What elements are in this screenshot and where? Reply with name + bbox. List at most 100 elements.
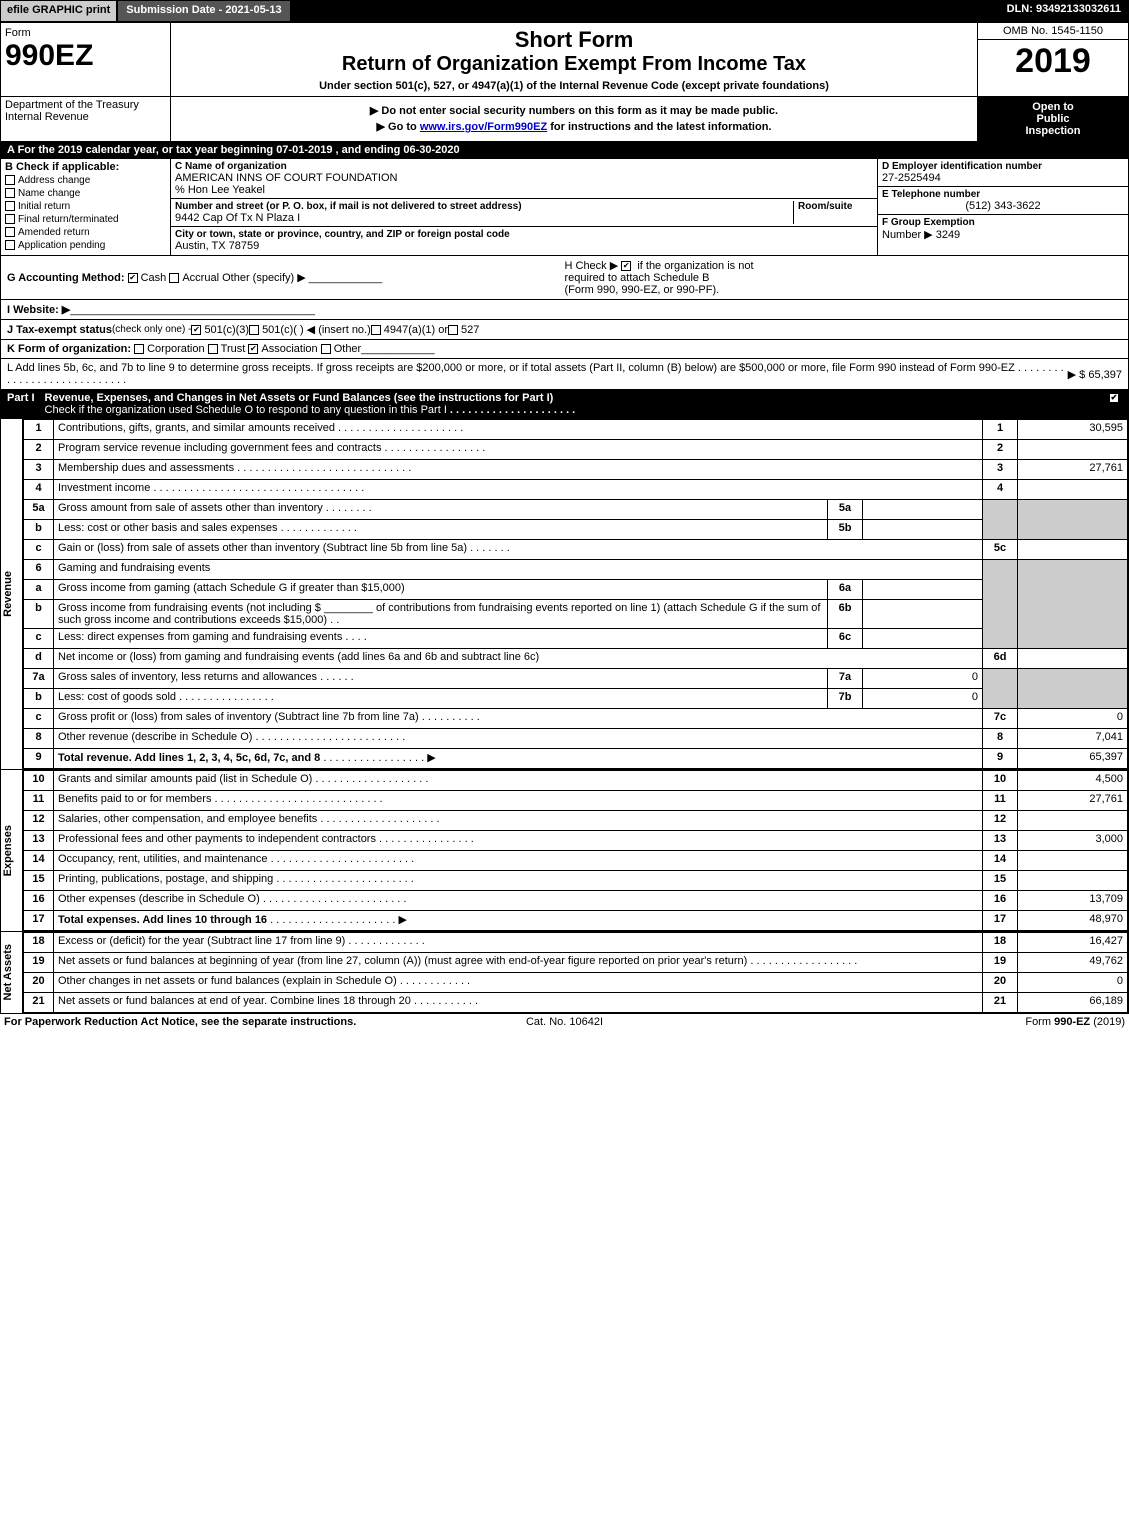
form-header: Form 990EZ Short Form Return of Organiza… — [1, 23, 1128, 97]
tel-value: (512) 343-3622 — [882, 200, 1124, 212]
net-assets-vlabel: Net Assets — [2, 944, 22, 1000]
net-assets-table: 18Excess or (deficit) for the year (Subt… — [23, 932, 1128, 1013]
checkbox-schedule-o[interactable]: ✔ — [1109, 393, 1119, 403]
net-assets-section: Net Assets 18Excess or (deficit) for the… — [1, 932, 1128, 1013]
checkbox-name[interactable] — [5, 188, 15, 198]
ein-label: D Employer identification number — [882, 161, 1124, 172]
revenue-vlabel: Revenue — [2, 571, 22, 617]
line-5a: 5aGross amount from sale of assets other… — [24, 500, 1128, 520]
line-19: 19Net assets or fund balances at beginni… — [24, 953, 1128, 973]
form-frame: Form 990EZ Short Form Return of Organiza… — [0, 22, 1129, 1014]
line-14: 14Occupancy, rent, utilities, and mainte… — [24, 851, 1128, 871]
irs-label: Internal Revenue — [5, 111, 166, 123]
line-3: 3Membership dues and assessments . . . .… — [24, 460, 1128, 480]
line-17: 17Total expenses. Add lines 10 through 1… — [24, 911, 1128, 931]
checkbox-final[interactable] — [5, 214, 15, 224]
section-b: B Check if applicable: Address change Na… — [1, 159, 171, 255]
part-1-header: Part I Revenue, Expenses, and Changes in… — [1, 390, 1128, 419]
footer-center: Cat. No. 10642I — [378, 1016, 752, 1028]
checkbox-accrual[interactable] — [169, 273, 179, 283]
line-7a: 7aGross sales of inventory, less returns… — [24, 669, 1128, 689]
line-i: I Website: ▶ ___________________________… — [1, 300, 1128, 320]
line-10: 10Grants and similar amounts paid (list … — [24, 771, 1128, 791]
checkbox-501c3[interactable]: ✔ — [191, 325, 201, 335]
checkbox-amended[interactable] — [5, 227, 15, 237]
return-title: Return of Organization Exempt From Incom… — [181, 53, 967, 76]
part-1-check-note: Check if the organization used Schedule … — [45, 404, 447, 416]
line-h-4: (Form 990, 990-EZ, or 990-PF). — [565, 284, 720, 296]
tax-year: 2019 — [978, 40, 1128, 83]
line-20: 20Other changes in net assets or fund ba… — [24, 973, 1128, 993]
part-1-label: Part I — [7, 392, 35, 416]
street-address: 9442 Cap Of Tx N Plaza I — [175, 212, 793, 224]
checkbox-4947[interactable] — [371, 325, 381, 335]
checkbox-other-org[interactable] — [321, 344, 331, 354]
line-11: 11Benefits paid to or for members . . . … — [24, 791, 1128, 811]
checkbox-address[interactable] — [5, 175, 15, 185]
revenue-table: 1Contributions, gifts, grants, and simil… — [23, 419, 1128, 769]
line-6c: cLess: direct expenses from gaming and f… — [24, 629, 1128, 649]
checkbox-501c[interactable] — [249, 325, 259, 335]
irs-link[interactable]: www.irs.gov/Form990EZ — [420, 121, 547, 133]
line-g-h: G Accounting Method: ✔Cash Accrual Other… — [1, 256, 1128, 300]
line-l-amount: ▶ $ 65,397 — [1068, 368, 1122, 381]
line-21: 21Net assets or fund balances at end of … — [24, 993, 1128, 1013]
checkbox-assoc[interactable]: ✔ — [248, 344, 258, 354]
info-area: B Check if applicable: Address change Na… — [1, 159, 1128, 256]
under-section: Under section 501(c), 527, or 4947(a)(1)… — [181, 80, 967, 92]
public: Public — [982, 113, 1124, 125]
checkbox-trust[interactable] — [208, 344, 218, 354]
checkbox-527[interactable] — [448, 325, 458, 335]
group-num-label: Number ▶ — [882, 229, 933, 241]
expenses-section: Expenses 10Grants and similar amounts pa… — [1, 770, 1128, 932]
checkbox-cash[interactable]: ✔ — [128, 273, 138, 283]
inspection: Inspection — [982, 125, 1124, 137]
line-g-label: G Accounting Method: — [7, 272, 125, 284]
calendar-year-row: A For the 2019 calendar year, or tax yea… — [1, 142, 1128, 159]
line-2: 2Program service revenue including gover… — [24, 440, 1128, 460]
line-18: 18Excess or (deficit) for the year (Subt… — [24, 933, 1128, 953]
open-to: Open to — [982, 101, 1124, 113]
line-6a: aGross income from gaming (attach Schedu… — [24, 580, 1128, 600]
checkbox-corp[interactable] — [134, 344, 144, 354]
line-h-1: H Check ▶ — [565, 260, 619, 272]
section-c: C Name of organization AMERICAN INNS OF … — [171, 159, 878, 255]
line-6: 6Gaming and fundraising events — [24, 560, 1128, 580]
street-label: Number and street (or P. O. box, if mail… — [175, 201, 793, 212]
dept-treasury: Department of the Treasury — [5, 99, 166, 111]
org-name-label: C Name of organization — [175, 161, 873, 172]
footer-right: Form 990-EZ (2019) — [751, 1016, 1125, 1028]
line-h-3: required to attach Schedule B — [565, 272, 710, 284]
line-6b: bGross income from fundraising events (n… — [24, 600, 1128, 629]
line-j: J Tax-exempt status (check only one) - ✔… — [1, 320, 1128, 340]
form-number: 990EZ — [5, 39, 166, 73]
line-5b: bLess: cost or other basis and sales exp… — [24, 520, 1128, 540]
line-6d: dNet income or (loss) from gaming and fu… — [24, 649, 1128, 669]
section-b-title: B Check if applicable: — [5, 161, 166, 173]
line-7b: bLess: cost of goods sold . . . . . . . … — [24, 689, 1128, 709]
line-k-label: K Form of organization: — [7, 343, 131, 355]
dept-row: Department of the Treasury Internal Reve… — [1, 97, 1128, 142]
tel-label: E Telephone number — [882, 189, 1124, 200]
line-1: 1Contributions, gifts, grants, and simil… — [24, 420, 1128, 440]
line-h-2: if the organization is not — [637, 260, 753, 272]
line-9: 9Total revenue. Add lines 1, 2, 3, 4, 5c… — [24, 749, 1128, 769]
care-of: % Hon Lee Yeakel — [175, 184, 873, 196]
short-form-title: Short Form — [181, 27, 967, 53]
room-label: Room/suite — [798, 201, 873, 212]
goto-line: ▶ Go to www.irs.gov/Form990EZ for instru… — [175, 120, 973, 133]
checkbox-pending[interactable] — [5, 240, 15, 250]
checkbox-initial[interactable] — [5, 201, 15, 211]
ein-value: 27-2525494 — [882, 172, 1124, 184]
form-word: Form — [5, 27, 166, 39]
group-label: F Group Exemption — [882, 217, 1124, 228]
omb-number: OMB No. 1545-1150 — [978, 23, 1128, 40]
top-bar: efile GRAPHIC print Submission Date - 20… — [0, 0, 1129, 22]
dln-label: DLN: 93492133032611 — [999, 0, 1129, 22]
city-state-zip: Austin, TX 78759 — [175, 240, 873, 252]
efile-print-button[interactable]: efile GRAPHIC print — [0, 0, 117, 22]
line-16: 16Other expenses (describe in Schedule O… — [24, 891, 1128, 911]
line-5c: cGain or (loss) from sale of assets othe… — [24, 540, 1128, 560]
checkbox-h[interactable]: ✔ — [621, 261, 631, 271]
page-footer: For Paperwork Reduction Act Notice, see … — [0, 1014, 1129, 1030]
